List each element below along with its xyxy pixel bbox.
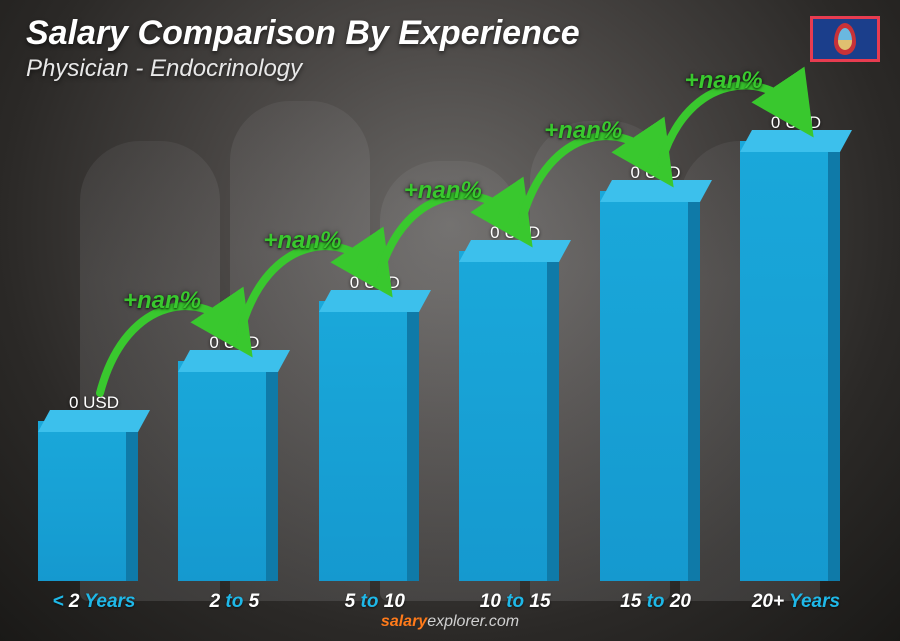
percent-change-label: +nan% <box>263 227 341 255</box>
bar-top-face <box>319 290 431 312</box>
footer-brand: salaryexplorer.com <box>0 613 900 631</box>
bar-front-face <box>600 191 700 581</box>
percent-change-label: +nan% <box>544 117 622 145</box>
chart-title: Salary Comparison By Experience <box>26 14 580 53</box>
chart-subtitle: Physician - Endocrinology <box>26 55 580 83</box>
bar <box>319 301 431 581</box>
bar-group: 0 USD15 to 20 <box>592 163 720 581</box>
flag-seal-icon <box>834 23 856 55</box>
bar-group: 0 USD10 to 15 <box>451 223 579 581</box>
bar-group: 0 USD2 to 5 <box>170 333 298 581</box>
bar <box>178 361 290 581</box>
percent-change-label: +nan% <box>123 287 201 315</box>
bar-front-face <box>740 141 840 581</box>
salary-comparison-chart: Salary Comparison By Experience Physicia… <box>0 0 900 641</box>
bar <box>459 251 571 581</box>
bar-category-label: 20+ Years <box>726 591 866 613</box>
bar-category-label: 5 to 10 <box>305 591 445 613</box>
bar-front-face <box>459 251 559 581</box>
percent-change-label: +nan% <box>685 67 763 95</box>
footer-brand-rest: explorer.com <box>427 613 519 630</box>
bar-group: 0 USD< 2 Years <box>30 393 158 581</box>
bar-front-face <box>178 361 278 581</box>
percent-change-label: +nan% <box>404 177 482 205</box>
bar <box>600 191 712 581</box>
bar-group: 0 USD5 to 10 <box>311 273 439 581</box>
bar-top-face <box>740 130 852 152</box>
bar <box>38 421 150 581</box>
bar-top-face <box>600 180 712 202</box>
bar-category-label: 10 to 15 <box>445 591 585 613</box>
bar-top-face <box>38 410 150 432</box>
bar-front-face <box>38 421 138 581</box>
bar-top-face <box>178 350 290 372</box>
title-block: Salary Comparison By Experience Physicia… <box>26 14 580 83</box>
bar-front-face <box>319 301 419 581</box>
footer-brand-colored: salary <box>381 613 427 630</box>
bar <box>740 141 852 581</box>
bar-top-face <box>459 240 571 262</box>
bar-category-label: < 2 Years <box>24 591 164 613</box>
bar-category-label: 2 to 5 <box>164 591 304 613</box>
bar-category-label: 15 to 20 <box>586 591 726 613</box>
country-flag-guam <box>810 16 880 62</box>
bar-group: 0 USD20+ Years <box>732 113 860 581</box>
